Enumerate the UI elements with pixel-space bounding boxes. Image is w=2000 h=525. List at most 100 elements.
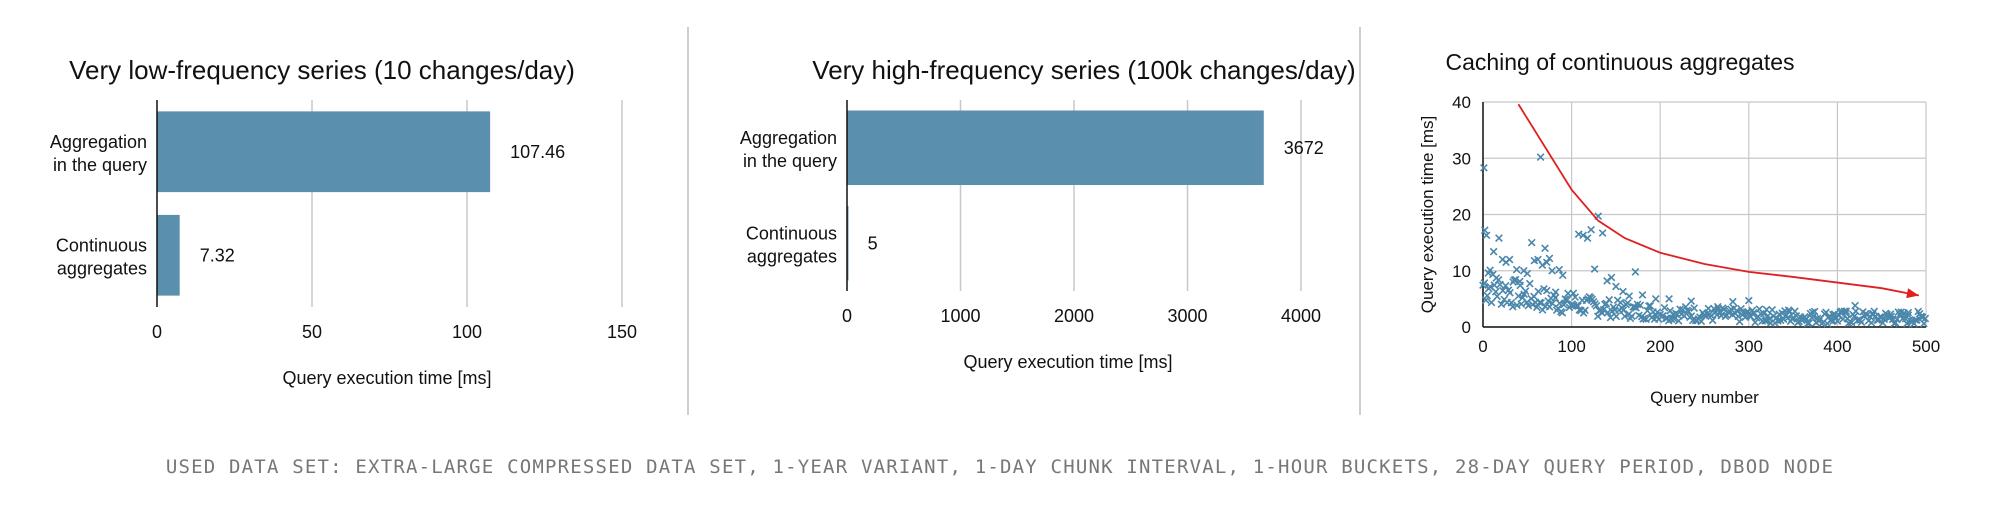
data-point [1480, 163, 1488, 172]
trend-arrow-line [1517, 103, 1920, 297]
data-point [1495, 234, 1503, 242]
x-axis-label: Query execution time [ms] [963, 352, 1172, 372]
data-point [1713, 302, 1722, 311]
data-point [1542, 258, 1551, 267]
data-point [1492, 274, 1501, 282]
data-point [1523, 269, 1532, 278]
data-point [1904, 308, 1913, 317]
data-point [1563, 296, 1572, 304]
data-point [1791, 307, 1799, 316]
x-tick-label: 0 [842, 306, 852, 326]
data-point [1509, 278, 1517, 286]
data-point [1670, 315, 1679, 324]
data-point [1482, 231, 1491, 240]
data-point [1708, 316, 1717, 325]
data-point [1587, 225, 1595, 234]
data-point [1535, 298, 1544, 307]
chart-title: Very high-frequency series (100k changes… [812, 55, 1355, 85]
data-point [1517, 300, 1526, 308]
data-point [1506, 288, 1514, 297]
data-point [1690, 304, 1699, 312]
data-point [1486, 266, 1494, 275]
data-point [1599, 305, 1608, 314]
data-point [1505, 255, 1514, 264]
data-point [1516, 281, 1525, 290]
data-point [1842, 309, 1850, 318]
data-point [1765, 315, 1774, 323]
x-tick-label: 1000 [940, 306, 980, 326]
category-label: Continuous aggregates [746, 223, 837, 266]
data-point [1737, 304, 1745, 313]
y-tick-label: 40 [1452, 93, 1471, 112]
data-point [1538, 261, 1547, 269]
x-tick-label: 400 [1823, 337, 1851, 356]
y-tick-label: 10 [1452, 262, 1471, 281]
data-point [1917, 313, 1926, 321]
y-tick-label: 20 [1452, 206, 1471, 225]
data-point [1555, 265, 1564, 274]
data-point [1851, 301, 1859, 310]
data-point [1603, 308, 1612, 317]
data-point [1886, 310, 1895, 318]
data-point [1513, 301, 1521, 310]
data-point [1606, 313, 1615, 322]
data-point [1911, 316, 1920, 324]
data-point [1819, 318, 1828, 327]
data-point [1480, 279, 1489, 287]
data-point [1646, 302, 1655, 310]
data-point [1810, 307, 1819, 316]
x-tick-label: 300 [1735, 337, 1763, 356]
data-point [1805, 319, 1813, 327]
data-point [1612, 312, 1621, 321]
x-tick-label: 2000 [1054, 306, 1094, 326]
data-point [1514, 292, 1523, 300]
data-point [1627, 312, 1636, 321]
x-tick-label: 100 [452, 322, 482, 342]
chart-low-frequency: Very low-frequency series (10 changes/da… [50, 55, 637, 388]
data-point [1808, 308, 1817, 317]
data-point [1487, 298, 1496, 307]
data-point [1684, 307, 1693, 316]
x-tick-label: 3000 [1167, 306, 1207, 326]
data-point [1620, 312, 1629, 321]
data-point [1735, 317, 1744, 326]
data-point [1842, 307, 1851, 316]
charts-canvas: Very low-frequency series (10 changes/da… [50, 27, 1940, 415]
data-point [1623, 299, 1632, 307]
data-point [1904, 311, 1913, 320]
data-point [1751, 318, 1760, 327]
bar [847, 110, 1264, 185]
data-point [1893, 315, 1901, 324]
data-point [1569, 289, 1578, 298]
data-point [1545, 254, 1554, 263]
data-point [1642, 315, 1650, 324]
data-point [1876, 313, 1884, 321]
data-point [1867, 318, 1876, 327]
dataset-caption: USED DATA SET: EXTRA-LARGE COMPRESSED DA… [165, 456, 1835, 478]
data-point [1548, 266, 1556, 275]
data-point [1651, 295, 1660, 303]
x-tick-label: 4000 [1281, 306, 1321, 326]
data-point [1541, 244, 1549, 253]
data-label: 107.46 [510, 142, 565, 162]
data-point [1605, 295, 1614, 304]
data-point [1703, 309, 1711, 318]
x-tick-label: 200 [1646, 337, 1674, 356]
data-point [1512, 265, 1521, 274]
chart-title: Very low-frequency series (10 changes/da… [69, 55, 575, 85]
data-point [1497, 300, 1506, 309]
data-point [1720, 305, 1728, 314]
data-point [1551, 288, 1560, 296]
data-point [1536, 153, 1545, 161]
data-point [1756, 309, 1765, 318]
data-point [1489, 247, 1498, 256]
data-point [1728, 297, 1737, 306]
bar [157, 214, 180, 296]
data-point [1631, 268, 1640, 276]
data-label: 3672 [1284, 138, 1324, 158]
data-point [1847, 318, 1856, 327]
data-point [1493, 292, 1502, 301]
data-point [1732, 306, 1741, 315]
x-tick-label: 0 [1478, 337, 1487, 356]
